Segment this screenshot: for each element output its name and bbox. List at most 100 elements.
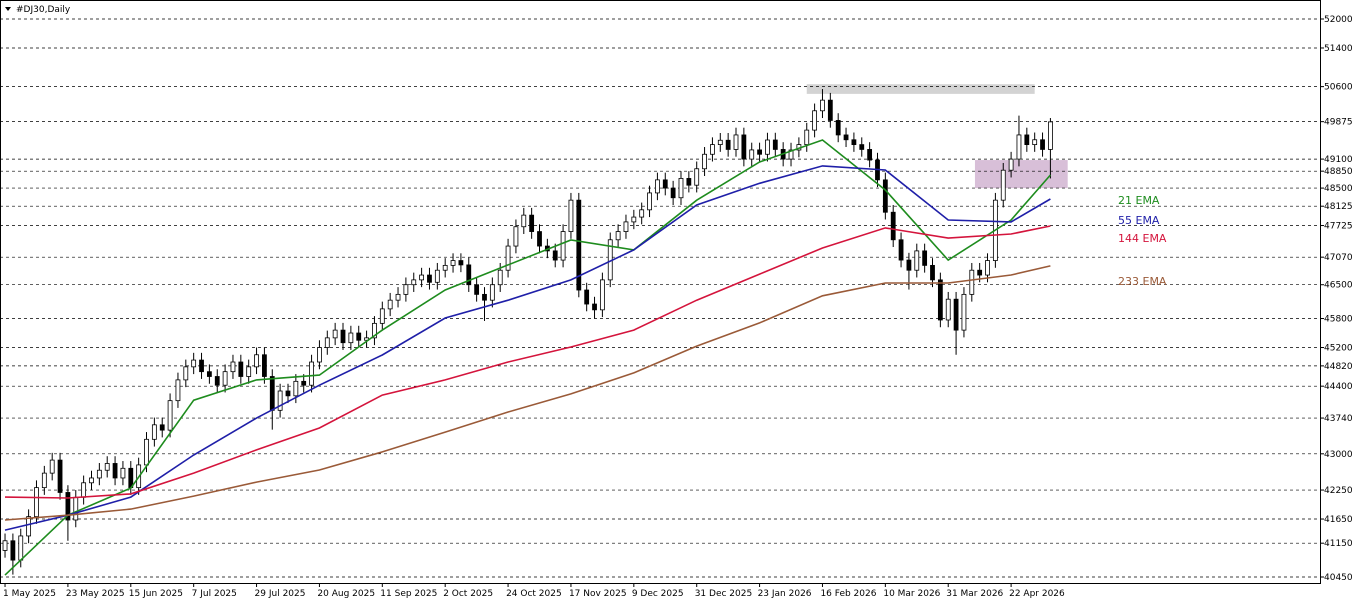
candle-body xyxy=(898,239,904,261)
x-tick-label: 24 Oct 2025 xyxy=(506,589,562,599)
y-tick-label: 46500 xyxy=(1324,281,1353,291)
candle-body xyxy=(293,380,299,397)
candle-body xyxy=(222,371,228,386)
candle-body xyxy=(372,322,377,339)
candle-body xyxy=(631,216,637,223)
x-tick-label: 15 Jun 2025 xyxy=(129,589,183,599)
candle-body xyxy=(1016,134,1022,160)
price-zone xyxy=(974,160,1068,189)
candle-body xyxy=(694,168,700,186)
candle-body xyxy=(560,231,566,261)
candle-body xyxy=(269,376,275,411)
candle-body xyxy=(183,366,189,381)
candle-body xyxy=(262,354,267,377)
candle-body xyxy=(710,144,715,155)
candle-body xyxy=(104,463,110,471)
candle-body xyxy=(497,269,503,286)
candle-body xyxy=(969,269,975,295)
candle-body xyxy=(647,192,652,211)
candle-body xyxy=(537,231,542,247)
ema-label: 233 EMA xyxy=(1118,275,1167,288)
candle-body xyxy=(191,359,197,368)
candle-body xyxy=(89,477,94,484)
candle-body xyxy=(670,187,676,199)
candle-body xyxy=(788,149,794,160)
x-tick-label: 23 May 2025 xyxy=(66,589,125,599)
candle-body xyxy=(332,329,338,339)
ema-line xyxy=(4,165,1051,531)
candle-body xyxy=(977,269,983,276)
x-tick-label: 29 Jul 2025 xyxy=(255,589,306,599)
candle-body xyxy=(757,149,762,155)
candle-body xyxy=(442,264,448,271)
x-tick-label: 20 Aug 2025 xyxy=(317,589,375,599)
candle-body xyxy=(10,540,16,561)
candle-body xyxy=(930,264,935,281)
candle-body xyxy=(309,361,314,386)
candle-body xyxy=(403,284,409,295)
candle-body xyxy=(882,179,888,213)
candle-body xyxy=(482,293,487,301)
y-tick-label: 47725 xyxy=(1324,222,1353,232)
candle-body xyxy=(639,209,645,218)
candle-body xyxy=(301,380,307,386)
menu-triangle xyxy=(5,7,11,11)
candle-body xyxy=(765,139,770,155)
y-tick-label: 43740 xyxy=(1324,414,1353,424)
candle-body xyxy=(985,260,990,276)
candle-body xyxy=(324,337,330,348)
candle-body xyxy=(238,361,244,377)
candle-body xyxy=(1032,139,1038,146)
y-tick-label: 48500 xyxy=(1324,184,1353,194)
candle-body xyxy=(749,149,755,160)
candle-body xyxy=(623,221,629,232)
y-tick-label: 48850 xyxy=(1324,167,1353,177)
candle-body xyxy=(584,289,590,305)
candle-body xyxy=(26,516,32,537)
zones xyxy=(806,84,1068,189)
candle-body xyxy=(922,250,928,266)
candle-body xyxy=(1024,134,1030,146)
candle-body xyxy=(151,424,157,440)
y-tick-label: 48125 xyxy=(1324,202,1353,212)
y-tick-label: 42250 xyxy=(1324,486,1353,496)
candle-body xyxy=(489,284,495,301)
x-tick-label: 2 Oct 2025 xyxy=(443,589,493,599)
candle-body xyxy=(576,199,582,291)
candle-body xyxy=(717,139,723,146)
candle-body xyxy=(1000,169,1006,201)
x-tick-label: 1 May 2025 xyxy=(3,589,56,599)
candle-body xyxy=(277,390,283,411)
candle-body xyxy=(144,438,149,466)
candle-body xyxy=(1008,158,1014,171)
y-tick-label: 47070 xyxy=(1324,253,1353,263)
candle-body xyxy=(199,359,204,373)
candle-body xyxy=(599,279,605,311)
x-tick-label: 31 Dec 2025 xyxy=(695,589,753,599)
candle-body xyxy=(450,260,456,266)
x-tick-label: 23 Jan 2026 xyxy=(758,589,812,599)
y-tick-label: 45200 xyxy=(1324,344,1353,354)
y-tick-label: 45800 xyxy=(1324,315,1353,325)
candle-body xyxy=(96,469,102,479)
candle-body xyxy=(214,376,220,386)
y-tick-label: 52000 xyxy=(1324,15,1353,25)
candle-body xyxy=(206,371,212,377)
x-tick-label: 7 Jul 2025 xyxy=(192,589,237,599)
candle-body xyxy=(568,199,574,232)
x-tick-label: 17 Nov 2025 xyxy=(569,589,627,599)
candle-body xyxy=(434,269,440,283)
candle-body xyxy=(458,260,464,266)
ema-label: 21 EMA xyxy=(1118,194,1160,207)
candle-body xyxy=(662,179,668,189)
candle-body xyxy=(159,424,165,431)
y-tick-label: 41650 xyxy=(1324,515,1353,525)
x-tick-label: 10 Mar 2026 xyxy=(883,589,940,599)
y-tick-label: 40450 xyxy=(1324,573,1353,583)
candle-body xyxy=(34,487,39,518)
candle-body xyxy=(395,293,401,301)
candle-body xyxy=(18,535,24,561)
candle-body xyxy=(348,332,354,344)
candle-body xyxy=(387,299,393,310)
